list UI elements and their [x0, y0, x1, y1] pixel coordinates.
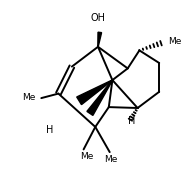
Text: Me: Me — [23, 93, 36, 102]
Text: Me: Me — [104, 155, 117, 164]
Text: H: H — [46, 125, 53, 135]
Text: H: H — [128, 116, 135, 127]
Text: Me: Me — [168, 37, 181, 46]
Polygon shape — [87, 80, 113, 115]
Polygon shape — [98, 32, 102, 47]
Polygon shape — [77, 80, 113, 105]
Text: Me: Me — [81, 152, 94, 161]
Text: OH: OH — [91, 13, 105, 23]
